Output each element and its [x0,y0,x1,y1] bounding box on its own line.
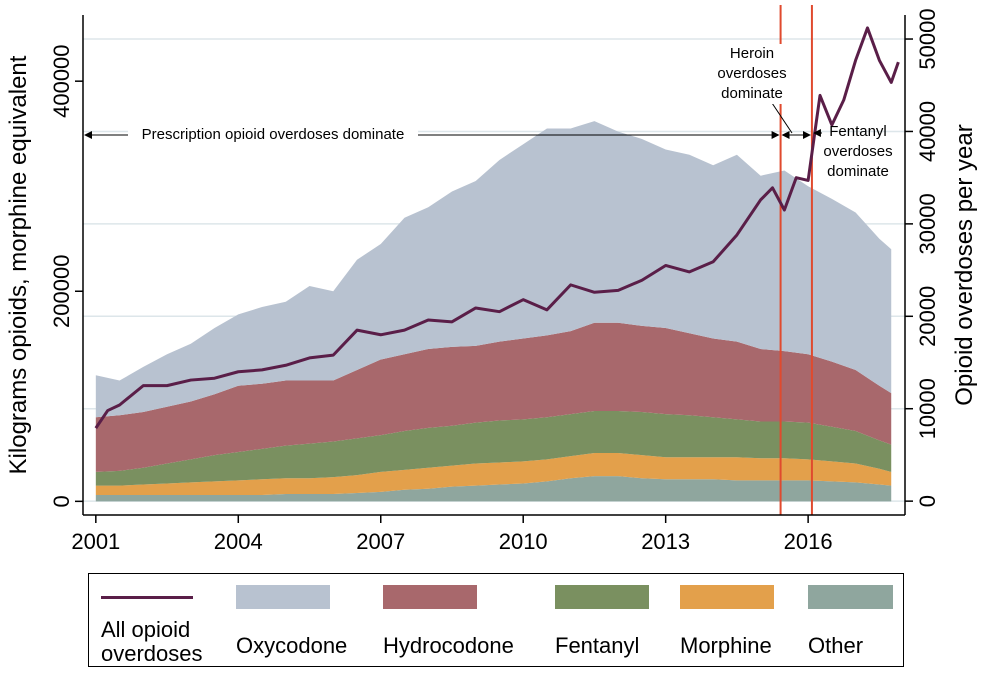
legend-label: Morphine [680,633,772,658]
area [95,476,892,502]
y-tick-label: 400000 [49,44,74,117]
legend-label: Fentanyl [555,633,640,658]
legend-label: Other [808,633,864,658]
legend-swatch [383,585,477,609]
legend-label: All opioid overdoses [101,617,203,666]
legend-label: Hydrocodone [383,633,514,658]
x-tick-label: 2007 [356,529,405,554]
x-tick-label: 2004 [214,529,263,554]
x-tick-label: 2013 [641,529,690,554]
annotation: Heroin overdoses dominate [706,44,798,104]
legend-swatch [236,585,330,609]
annotation-pointer [769,99,793,134]
x-tick-label: 2016 [784,529,833,554]
legend-swatch [808,585,893,609]
x-tick-label: 2001 [71,529,120,554]
y-tick-label: 0 [49,495,74,507]
y2-tick-label: 30000 [915,193,940,254]
y-axis-title: Kilograms opioids, morphine equivalent [5,55,32,474]
y2-tick-label: 50000 [915,8,940,69]
x-tick-label: 2010 [499,529,548,554]
legend-label: Oxycodone [236,633,348,658]
y2-tick-label: 0 [915,495,940,507]
area [95,121,892,418]
line [94,26,900,429]
legend-swatch [680,585,774,609]
area [95,322,892,472]
legend-swatch [101,596,193,599]
y2-axis-title: Opioid overdoses per year [951,124,978,405]
y-tick-label: 200000 [49,255,74,328]
plot-area [83,5,905,515]
legend-swatch [555,585,649,609]
y2-tick-label: 40000 [915,101,940,162]
legend: All opioid overdoses Oxycodone Hydrocodone… [88,573,904,667]
y2-tick-label: 10000 [915,378,940,439]
y2-tick-label: 20000 [915,286,940,347]
area [95,411,892,486]
annotation: Fentanyl overdoses dominate [823,123,893,180]
annotation: Prescription opioid overdoses dominate [128,125,418,145]
area [95,453,892,496]
